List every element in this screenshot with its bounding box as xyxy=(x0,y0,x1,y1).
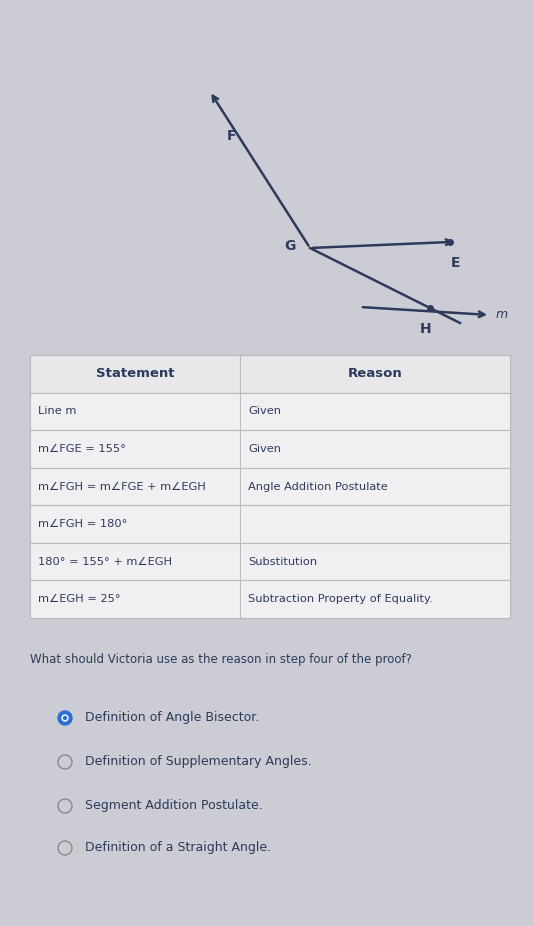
Bar xyxy=(30,581,510,618)
Circle shape xyxy=(62,715,68,721)
Bar xyxy=(30,355,510,393)
Text: Segment Addition Postulate.: Segment Addition Postulate. xyxy=(85,799,263,812)
Text: Reason: Reason xyxy=(348,368,402,381)
Text: Definition of Supplementary Angles.: Definition of Supplementary Angles. xyxy=(85,756,312,769)
Text: What should Victoria use as the reason in step four of the proof?: What should Victoria use as the reason i… xyxy=(30,654,412,667)
Bar xyxy=(30,431,510,468)
Bar xyxy=(30,468,510,506)
Bar xyxy=(30,393,510,431)
Text: Angle Addition Postulate: Angle Addition Postulate xyxy=(248,482,387,492)
Bar xyxy=(30,506,510,543)
Text: G: G xyxy=(285,239,296,253)
Circle shape xyxy=(63,717,67,720)
Text: H: H xyxy=(420,322,432,336)
Text: m∠EGH = 25°: m∠EGH = 25° xyxy=(38,594,120,604)
Text: Given: Given xyxy=(248,407,281,417)
Text: Line m: Line m xyxy=(38,407,76,417)
Bar xyxy=(30,543,510,581)
Text: m: m xyxy=(496,308,508,321)
Text: Substitution: Substitution xyxy=(248,557,317,567)
Text: m∠FGE = 155°: m∠FGE = 155° xyxy=(38,444,126,454)
Text: Definition of a Straight Angle.: Definition of a Straight Angle. xyxy=(85,842,271,855)
Text: Given: Given xyxy=(248,444,281,454)
Text: 180° = 155° + m∠EGH: 180° = 155° + m∠EGH xyxy=(38,557,172,567)
Text: m∠FGH = m∠FGE + m∠EGH: m∠FGH = m∠FGE + m∠EGH xyxy=(38,482,206,492)
Text: m∠FGH = 180°: m∠FGH = 180° xyxy=(38,519,127,529)
Text: Subtraction Property of Equality.: Subtraction Property of Equality. xyxy=(248,594,433,604)
Text: E: E xyxy=(451,256,461,270)
Bar xyxy=(30,355,510,618)
Circle shape xyxy=(58,711,72,725)
Text: Statement: Statement xyxy=(96,368,174,381)
Text: F: F xyxy=(226,129,236,143)
Text: Definition of Angle Bisector.: Definition of Angle Bisector. xyxy=(85,711,259,724)
